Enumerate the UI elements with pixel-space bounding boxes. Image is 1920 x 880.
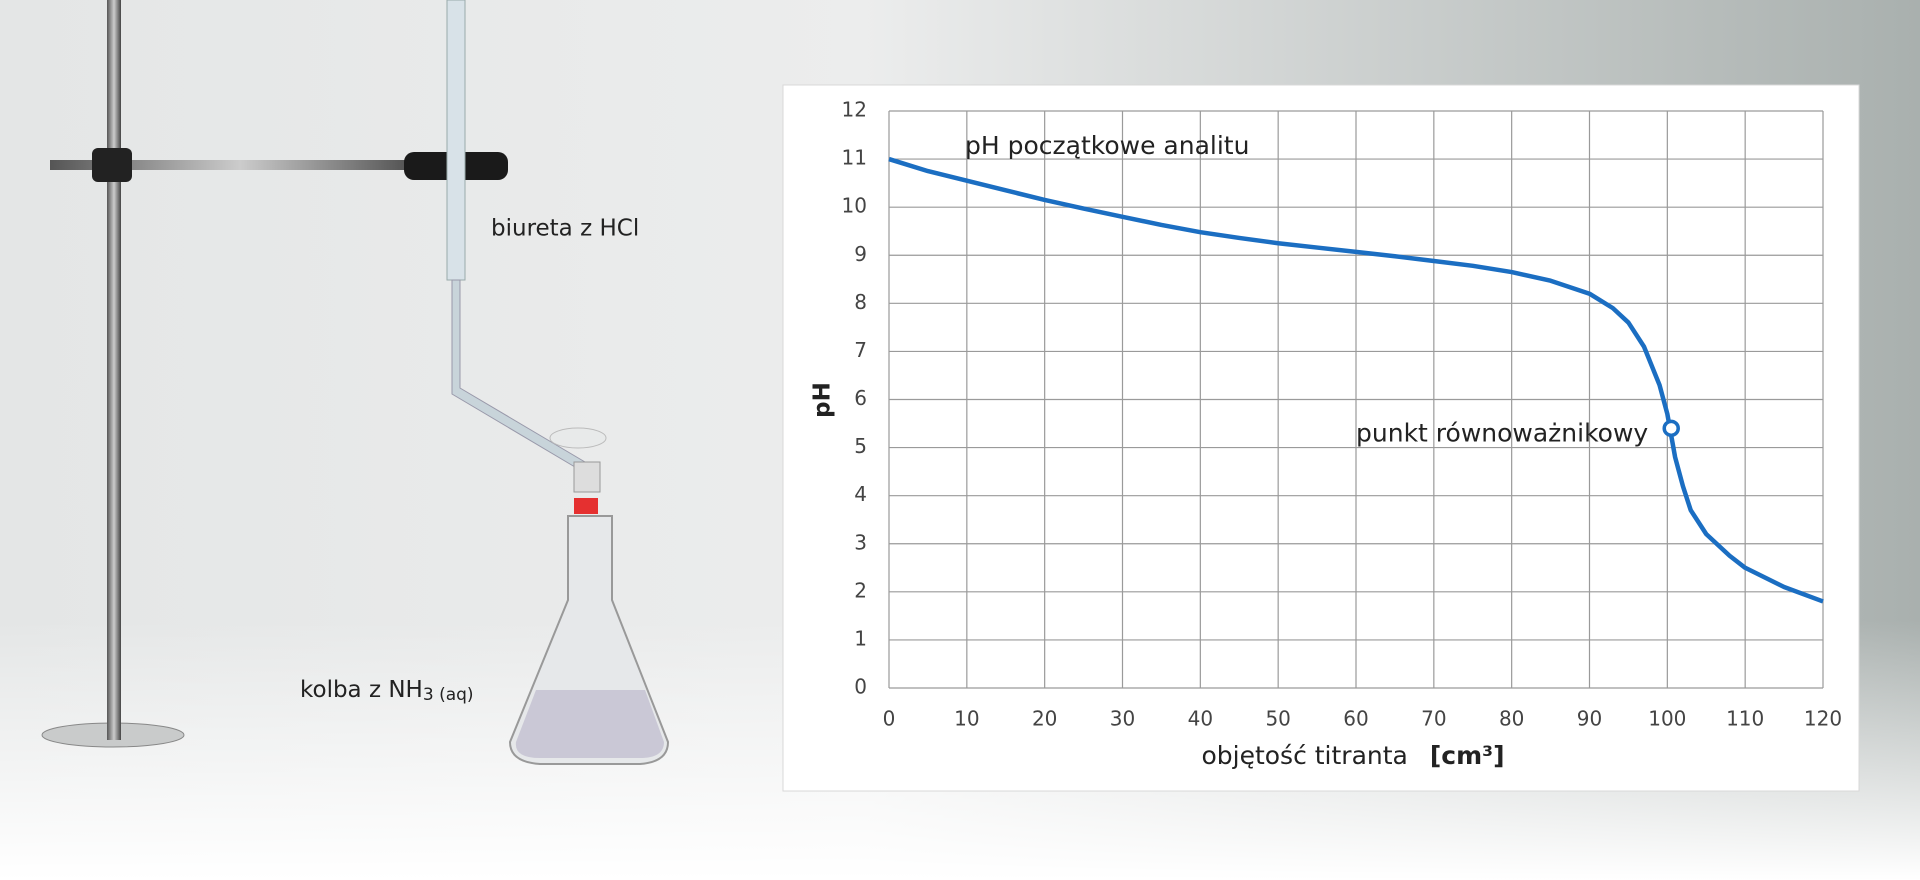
y-tick-label: 11 <box>842 146 867 170</box>
x-tick-label: 50 <box>1265 707 1290 731</box>
x-axis-label-unit: [cm³] <box>1430 741 1505 770</box>
stopcock <box>549 427 607 449</box>
y-tick-label: 10 <box>842 194 867 218</box>
flask-label: kolba z NH3 (aq) <box>300 677 474 706</box>
data-line <box>888 156 1824 604</box>
clamp-arm <box>50 160 430 170</box>
y-tick-label: 6 <box>854 386 867 410</box>
x-tick-label: 30 <box>1110 707 1135 731</box>
equivalence-point <box>1662 419 1680 438</box>
initial-label: pH początkowe analitu <box>965 131 1249 160</box>
x-tick-label: 110 <box>1726 707 1764 731</box>
x-tick-label: 0 <box>883 707 896 731</box>
y-tick-label: 9 <box>854 242 867 266</box>
stand-rod <box>107 0 121 740</box>
y-tick-label: 7 <box>854 338 867 362</box>
adapter <box>573 461 601 493</box>
x-tick-label: 90 <box>1577 707 1602 731</box>
y-tick-label: 8 <box>854 290 867 314</box>
y-tick-label: 5 <box>854 434 867 458</box>
y-tick-label: 3 <box>854 530 867 554</box>
chart-panel <box>782 84 1860 792</box>
y-tick-label: 2 <box>854 578 867 602</box>
y-axis-label: pH <box>810 382 836 418</box>
x-tick-label: 80 <box>1499 707 1524 731</box>
y-tick-label: 1 <box>854 626 867 650</box>
x-tick-label: 10 <box>954 707 979 731</box>
x-axis-label-text: objętość titranta <box>1201 741 1407 770</box>
y-tick-label: 4 <box>854 482 867 506</box>
equivalence-label: punkt równoważnikowy <box>1356 418 1648 447</box>
x-tick-label: 70 <box>1421 707 1446 731</box>
y-tick-label: 12 <box>842 98 867 122</box>
clamp-knob <box>92 148 132 182</box>
x-tick-label: 40 <box>1188 707 1213 731</box>
y-tick-label: 0 <box>854 675 867 699</box>
flask-label-main: kolba z NH <box>300 677 423 703</box>
burette <box>446 0 466 281</box>
burette-label: biureta z HCl <box>491 216 639 242</box>
flask-label-sub: 3 (aq) <box>423 685 474 705</box>
x-tick-label: 60 <box>1343 707 1368 731</box>
x-tick-label: 100 <box>1648 707 1686 731</box>
x-tick-label: 20 <box>1032 707 1057 731</box>
stopcock-red <box>574 498 598 514</box>
flask-liquid <box>515 690 664 758</box>
x-axis-label: objętość titranta [cm³] <box>1201 741 1504 770</box>
x-tick-label: 120 <box>1804 707 1842 731</box>
